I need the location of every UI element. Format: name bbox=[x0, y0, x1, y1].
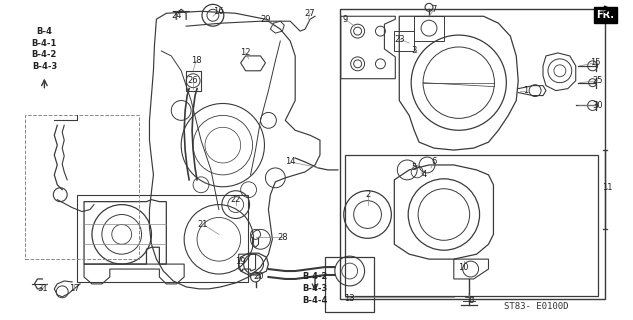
Bar bbox=[345, 155, 598, 296]
Text: 18: 18 bbox=[191, 56, 201, 65]
Text: 17: 17 bbox=[69, 284, 79, 293]
Bar bbox=[325, 257, 375, 312]
Text: 23: 23 bbox=[394, 35, 404, 44]
Text: 11: 11 bbox=[602, 183, 613, 192]
Text: 15: 15 bbox=[591, 58, 601, 67]
Text: 24: 24 bbox=[171, 11, 182, 20]
Bar bbox=[25, 116, 139, 259]
Text: 10: 10 bbox=[458, 263, 469, 272]
Bar bbox=[77, 195, 248, 282]
Text: B-4-4: B-4-4 bbox=[303, 296, 328, 305]
Text: 16: 16 bbox=[213, 7, 224, 16]
Text: B-4-2: B-4-2 bbox=[32, 51, 57, 60]
Text: 14: 14 bbox=[285, 157, 296, 166]
Text: 21: 21 bbox=[197, 220, 208, 229]
Text: 20: 20 bbox=[253, 272, 264, 282]
Text: B-4-2: B-4-2 bbox=[303, 272, 328, 282]
Text: 12: 12 bbox=[241, 48, 251, 57]
Text: B-4-3: B-4-3 bbox=[303, 284, 328, 293]
Text: 9: 9 bbox=[342, 15, 348, 24]
Text: B-4: B-4 bbox=[37, 27, 53, 36]
Text: B-4-3: B-4-3 bbox=[32, 62, 57, 71]
Text: 5: 5 bbox=[411, 164, 417, 172]
Text: 1: 1 bbox=[523, 86, 529, 95]
Text: 6: 6 bbox=[431, 157, 437, 166]
Text: FR.: FR. bbox=[596, 10, 615, 20]
Text: 4: 4 bbox=[422, 170, 427, 180]
Text: 8: 8 bbox=[468, 296, 473, 305]
Text: 30: 30 bbox=[592, 101, 603, 110]
Text: 7: 7 bbox=[431, 5, 437, 14]
Text: 25: 25 bbox=[592, 76, 603, 85]
Text: B-4-1: B-4-1 bbox=[32, 38, 57, 48]
Text: 13: 13 bbox=[344, 294, 355, 303]
Text: 26: 26 bbox=[188, 76, 198, 85]
Text: 29: 29 bbox=[260, 15, 271, 24]
Text: 2: 2 bbox=[365, 190, 370, 199]
Bar bbox=[340, 9, 606, 299]
Text: 28: 28 bbox=[277, 233, 287, 242]
Text: 31: 31 bbox=[37, 284, 47, 293]
Text: 27: 27 bbox=[304, 9, 315, 18]
Text: 19: 19 bbox=[235, 257, 246, 266]
Text: 3: 3 bbox=[411, 46, 417, 55]
Text: 22: 22 bbox=[230, 195, 241, 204]
Text: ST83- E0100D: ST83- E0100D bbox=[504, 302, 568, 311]
